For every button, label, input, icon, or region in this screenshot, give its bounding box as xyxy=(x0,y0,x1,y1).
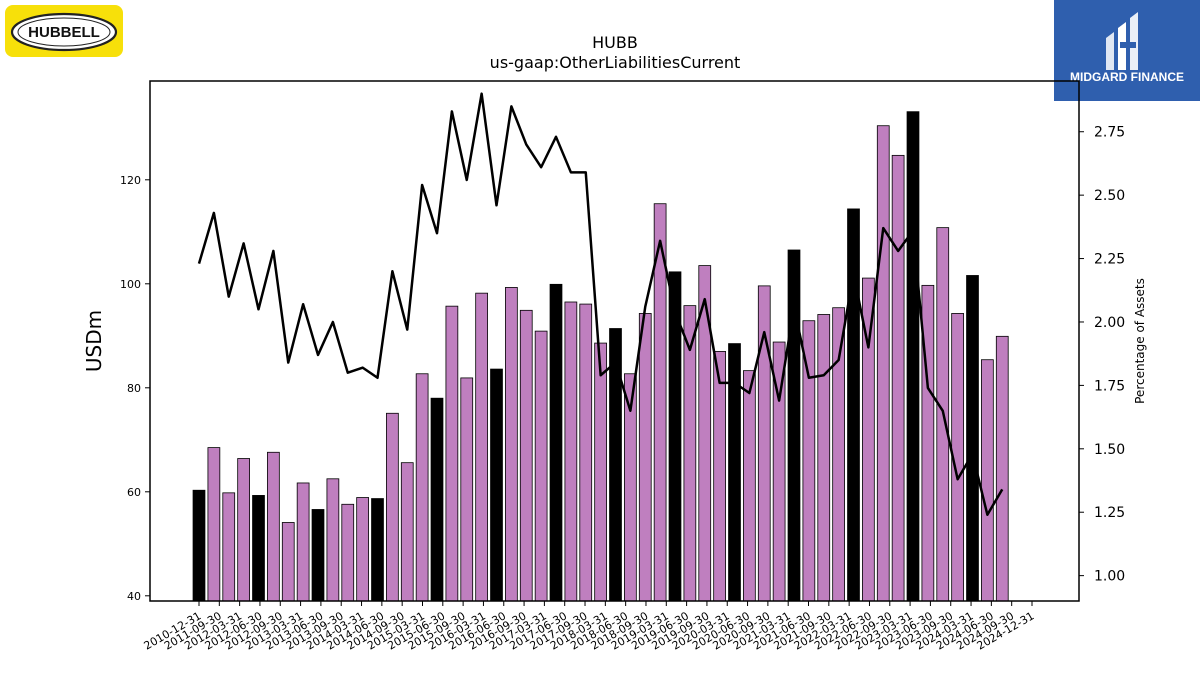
bar-2017-12-31 xyxy=(609,328,622,602)
y2-tick-label: 2.00 xyxy=(1094,315,1125,331)
bar-2022-06-30 xyxy=(876,125,890,602)
bar-2017-09-30 xyxy=(594,342,607,602)
bar-2013-09-30 xyxy=(356,497,369,602)
chart-title: HUBB xyxy=(592,33,638,52)
y2-tick-label: 2.25 xyxy=(1094,252,1125,268)
bar-2014-09-30 xyxy=(415,373,429,602)
bar-2016-09-30 xyxy=(534,330,548,602)
bar-2010-12-31 xyxy=(192,489,206,602)
bar-2015-12-31 xyxy=(490,368,503,602)
y-axis: 40 60 80 100 120 xyxy=(120,174,150,603)
hubbell-logo-text: HUBBELL xyxy=(28,24,100,41)
y-axis-label: USDm xyxy=(82,310,106,372)
midgard-mark-icon xyxy=(1106,12,1138,70)
bar-2013-06-30 xyxy=(341,503,355,602)
y2-tick-label: 2.75 xyxy=(1094,125,1125,141)
bar-2024-03-31 xyxy=(981,359,994,602)
bar-2011-09-30 xyxy=(237,458,250,602)
bar-2021-12-31 xyxy=(847,208,860,602)
bar-2016-03-31 xyxy=(505,287,518,602)
bar-2014-06-30 xyxy=(400,462,414,602)
y-tick-label: 80 xyxy=(127,382,141,395)
y2-tick-label: 1.25 xyxy=(1094,505,1125,521)
midgard-logo-text: MIDGARD FINANCE xyxy=(1070,70,1184,84)
bar-2022-09-30 xyxy=(891,154,905,602)
bar-2015-06-30 xyxy=(460,377,474,602)
bar-2020-12-31 xyxy=(787,249,801,602)
bar-2021-09-30 xyxy=(832,307,845,602)
bar-2011-06-30 xyxy=(222,492,236,602)
bar-2017-03-31 xyxy=(564,301,578,602)
bar-2022-12-31 xyxy=(906,111,920,602)
y-tick-label: 120 xyxy=(120,174,141,187)
line-series xyxy=(197,92,1004,517)
y2-axis-label: Percentage of Assets xyxy=(1133,278,1147,404)
percent-of-assets-line xyxy=(197,92,1004,517)
chart-subtitle: us-gaap:OtherLiabilitiesCurrent xyxy=(490,53,741,72)
bar-2016-06-30 xyxy=(519,309,533,602)
bar-2020-03-31 xyxy=(743,370,756,602)
bar-2013-12-31 xyxy=(371,498,384,602)
bar-2015-09-30 xyxy=(475,292,488,602)
bar-2018-06-30 xyxy=(638,313,652,602)
bar-2015-03-31 xyxy=(445,305,459,602)
bar-2013-03-31 xyxy=(326,478,340,602)
bar-2014-12-31 xyxy=(430,397,444,602)
bar-2017-06-30 xyxy=(579,303,593,602)
hubbell-logo: HUBBELL xyxy=(5,5,123,57)
bar-2012-12-31 xyxy=(311,509,325,602)
bar-2021-06-30 xyxy=(817,314,831,602)
bar-2019-09-30 xyxy=(713,350,726,602)
bar-2012-06-30 xyxy=(281,522,295,602)
bar-2011-03-31 xyxy=(207,447,221,602)
bar-2016-12-31 xyxy=(549,283,563,602)
y2-axis: 1.00 1.25 1.50 1.75 2.00 2.25 2.50 2.75 xyxy=(1079,125,1125,585)
bar-2011-12-31 xyxy=(252,495,265,602)
y2-tick-label: 1.75 xyxy=(1094,378,1125,394)
bar-2023-12-31 xyxy=(966,275,979,602)
x-axis: 2010-12-312011-09-302012-03-312012-06-30… xyxy=(142,601,1037,653)
bar-2024-06-30 xyxy=(995,335,1009,602)
y-tick-label: 40 xyxy=(127,590,141,603)
bar-2012-03-31 xyxy=(267,451,280,602)
y2-tick-label: 1.50 xyxy=(1094,442,1125,458)
y-tick-label: 100 xyxy=(120,278,141,291)
y-tick-label: 60 xyxy=(127,486,141,499)
y2-tick-label: 1.00 xyxy=(1094,569,1125,585)
bar-series xyxy=(192,111,1009,602)
bar-2012-09-30 xyxy=(296,482,310,602)
plot-frame xyxy=(149,80,1080,602)
y2-tick-label: 2.50 xyxy=(1094,188,1125,204)
bar-2014-03-31 xyxy=(386,412,399,602)
